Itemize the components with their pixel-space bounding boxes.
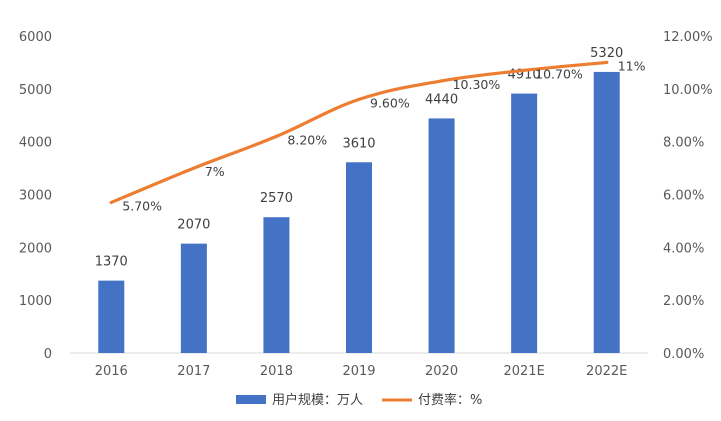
bar bbox=[593, 71, 620, 353]
y-left-tick-label: 6000 bbox=[19, 30, 52, 45]
line-value-label: 10.70% bbox=[535, 66, 583, 81]
x-tick-label: 2018 bbox=[260, 364, 293, 379]
line-point bbox=[274, 134, 279, 138]
y-right-tick-label: 8.00% bbox=[663, 136, 704, 151]
legend-label-bar: 用户规模：万人 bbox=[272, 392, 363, 408]
x-tick-label: 2021E bbox=[503, 364, 544, 379]
bar bbox=[263, 217, 290, 353]
bar-value-label: 4440 bbox=[425, 92, 458, 107]
line-point bbox=[357, 97, 361, 101]
x-tick-label: 2016 bbox=[95, 364, 128, 379]
bar-value-label: 2570 bbox=[260, 191, 293, 206]
y-left-tick-label: 0 bbox=[44, 347, 52, 362]
bar-value-label: 3610 bbox=[342, 136, 375, 151]
y-right-tick-label: 0.00% bbox=[663, 347, 704, 362]
y-left-tick-label: 5000 bbox=[19, 83, 52, 98]
bar-series bbox=[98, 71, 620, 354]
line-value-label: 5.70% bbox=[122, 198, 162, 213]
y-left-tick-label: 2000 bbox=[19, 241, 52, 256]
bar-value-label: 2070 bbox=[177, 218, 210, 233]
line-point bbox=[192, 166, 196, 170]
legend: 用户规模：万人 付费率：% bbox=[236, 392, 482, 408]
line-point bbox=[439, 79, 444, 83]
bar-value-label: 1370 bbox=[95, 255, 128, 270]
line-value-label: 7% bbox=[205, 164, 225, 179]
y-right-tick-label: 12.00% bbox=[663, 30, 713, 45]
y-axis-right: 0.00% 2.00% 4.00% 6.00% 8.00% 10.00% 12.00% bbox=[663, 30, 713, 362]
x-tick-label: 2020 bbox=[425, 364, 458, 379]
legend-swatch-bar bbox=[236, 395, 266, 404]
bar bbox=[346, 162, 372, 353]
line-value-label: 11% bbox=[618, 58, 646, 73]
bar bbox=[511, 93, 538, 354]
line-series bbox=[109, 60, 609, 205]
legend-label-line: 付费率：% bbox=[418, 392, 482, 408]
line-point bbox=[605, 60, 609, 65]
x-tick-label: 2017 bbox=[177, 364, 210, 379]
y-left-tick-label: 3000 bbox=[19, 189, 52, 204]
line-value-label: 10.30% bbox=[453, 77, 501, 92]
x-tick-label: 2022E bbox=[586, 364, 627, 379]
bar-value-label: 5320 bbox=[590, 46, 623, 61]
line-point bbox=[109, 200, 113, 205]
line-value-label: 9.60% bbox=[370, 95, 410, 110]
line-value-label: 8.20% bbox=[287, 132, 327, 147]
bar bbox=[428, 118, 455, 353]
x-axis: 2016 2017 2018 2019 2020 2021E 2022E bbox=[95, 364, 628, 379]
y-left-tick-label: 1000 bbox=[19, 294, 52, 309]
line-data-labels: 5.70% 7% 8.20% 9.60% 10.30% 10.70% 11% bbox=[122, 58, 645, 213]
bar bbox=[180, 243, 207, 353]
y-right-tick-label: 10.00% bbox=[663, 83, 713, 98]
y-right-tick-label: 2.00% bbox=[663, 294, 704, 309]
y-right-tick-label: 4.00% bbox=[663, 241, 704, 256]
y-axis-left: 0 1000 2000 3000 4000 5000 6000 bbox=[19, 30, 52, 362]
bar bbox=[98, 280, 125, 353]
x-tick-label: 2019 bbox=[342, 364, 375, 379]
y-left-tick-label: 4000 bbox=[19, 136, 52, 151]
y-right-tick-label: 6.00% bbox=[663, 189, 704, 204]
line-point bbox=[522, 68, 526, 72]
